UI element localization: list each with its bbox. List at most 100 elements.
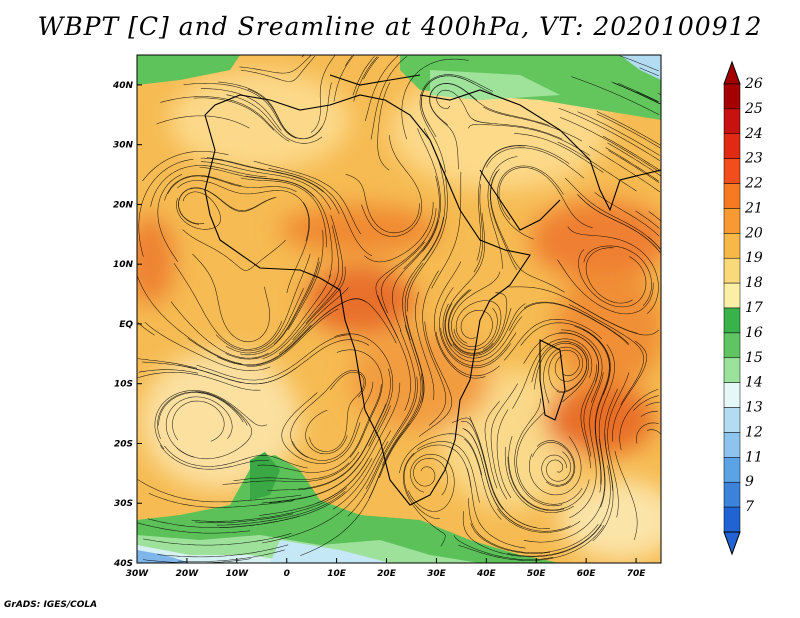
streamline bbox=[216, 298, 367, 366]
colorbar-label: 25 bbox=[744, 101, 763, 117]
streamline bbox=[557, 259, 654, 315]
streamline bbox=[381, 325, 422, 466]
streamline bbox=[508, 302, 629, 346]
colorbar-swatch bbox=[723, 481, 741, 508]
streamline bbox=[365, 329, 416, 490]
streamline bbox=[403, 444, 472, 519]
colorbar-swatch bbox=[723, 332, 741, 359]
streamline bbox=[245, 175, 333, 278]
coastlines bbox=[204, 74, 661, 506]
streamline bbox=[577, 111, 660, 156]
streamline bbox=[464, 438, 502, 520]
streamline bbox=[442, 303, 523, 363]
streamline bbox=[523, 301, 629, 344]
streamline bbox=[571, 76, 660, 116]
streamline bbox=[176, 391, 253, 460]
colorbar-swatch bbox=[723, 457, 741, 483]
streamline bbox=[508, 436, 590, 511]
streamline bbox=[592, 433, 614, 542]
streamline bbox=[176, 191, 221, 230]
streamline bbox=[468, 124, 590, 156]
plot-frame bbox=[136, 54, 662, 564]
streamline bbox=[148, 493, 294, 508]
streamline bbox=[588, 146, 660, 193]
colorbar-swatch bbox=[723, 108, 741, 135]
streamline bbox=[536, 440, 576, 487]
streamline bbox=[520, 322, 611, 396]
y-tick-label: EQ bbox=[119, 320, 133, 330]
streamline bbox=[154, 390, 268, 449]
y-tick-label: 10S bbox=[114, 380, 133, 390]
streamline bbox=[344, 55, 353, 67]
streamline bbox=[292, 381, 374, 461]
streamlines bbox=[137, 55, 661, 563]
streamline bbox=[473, 184, 484, 273]
streamline bbox=[345, 174, 420, 234]
streamline bbox=[559, 117, 660, 173]
streamline bbox=[183, 83, 297, 139]
streamline bbox=[648, 211, 661, 221]
streamline bbox=[158, 392, 244, 426]
streamline bbox=[613, 82, 660, 105]
streamline bbox=[569, 299, 659, 336]
streamline bbox=[240, 55, 316, 82]
streamline bbox=[402, 217, 444, 341]
colorbar-label: 22 bbox=[744, 176, 763, 192]
streamline bbox=[523, 332, 599, 383]
streamline bbox=[472, 118, 563, 140]
streamline bbox=[448, 289, 494, 354]
streamline bbox=[636, 422, 659, 444]
streamline bbox=[142, 533, 292, 546]
streamline bbox=[453, 535, 554, 560]
x-tick-label: 20W bbox=[176, 569, 200, 579]
streamline bbox=[178, 187, 277, 225]
streamline bbox=[455, 300, 502, 350]
streamline bbox=[560, 329, 603, 403]
streamline bbox=[605, 147, 660, 182]
streamline bbox=[479, 145, 570, 180]
streamline bbox=[640, 410, 659, 417]
streamline bbox=[269, 405, 391, 504]
streamline bbox=[514, 398, 563, 507]
streamline bbox=[546, 451, 572, 482]
x-tick-label: 50E bbox=[527, 569, 547, 579]
streamline bbox=[440, 327, 517, 367]
streamline bbox=[558, 107, 660, 161]
colorbar-label: 24 bbox=[744, 126, 763, 142]
map-title: WBPT [C] and Sreamline at 400hPa, VT: 20… bbox=[37, 12, 763, 41]
x-tick-label: 30E bbox=[427, 569, 447, 579]
streamline bbox=[580, 364, 597, 469]
streamline bbox=[377, 82, 391, 171]
x-tick-label: 70E bbox=[627, 569, 647, 579]
streamline bbox=[583, 245, 652, 306]
streamline bbox=[138, 369, 199, 374]
streamline bbox=[142, 151, 229, 182]
streamline bbox=[278, 287, 349, 354]
y-tick-label: 20N bbox=[113, 200, 134, 210]
streamline bbox=[451, 271, 501, 351]
streamline bbox=[557, 141, 637, 192]
streamline bbox=[281, 392, 361, 464]
streamline bbox=[262, 225, 339, 360]
streamline bbox=[548, 345, 587, 392]
streamline bbox=[216, 491, 346, 526]
map-axes: 30W 20W 10W 0 10E 20E 30E 40E 50E 60E 70E 40N 30N 20N… bbox=[112, 81, 646, 579]
streamline bbox=[429, 83, 550, 126]
streamline bbox=[164, 445, 308, 469]
streamline bbox=[607, 372, 630, 518]
streamline bbox=[160, 445, 269, 470]
streamline bbox=[194, 513, 294, 524]
streamline bbox=[429, 83, 478, 170]
streamline bbox=[447, 289, 508, 355]
streamline bbox=[633, 395, 659, 411]
streamline bbox=[403, 452, 446, 547]
colorbar-swatch bbox=[723, 158, 741, 184]
streamline bbox=[401, 58, 469, 140]
streamline bbox=[379, 315, 425, 479]
streamline bbox=[365, 55, 399, 122]
streamline bbox=[611, 81, 661, 105]
streamline bbox=[490, 168, 565, 293]
streamline bbox=[514, 133, 604, 173]
streamline bbox=[421, 75, 475, 138]
y-tick-label: 40S bbox=[113, 559, 133, 569]
